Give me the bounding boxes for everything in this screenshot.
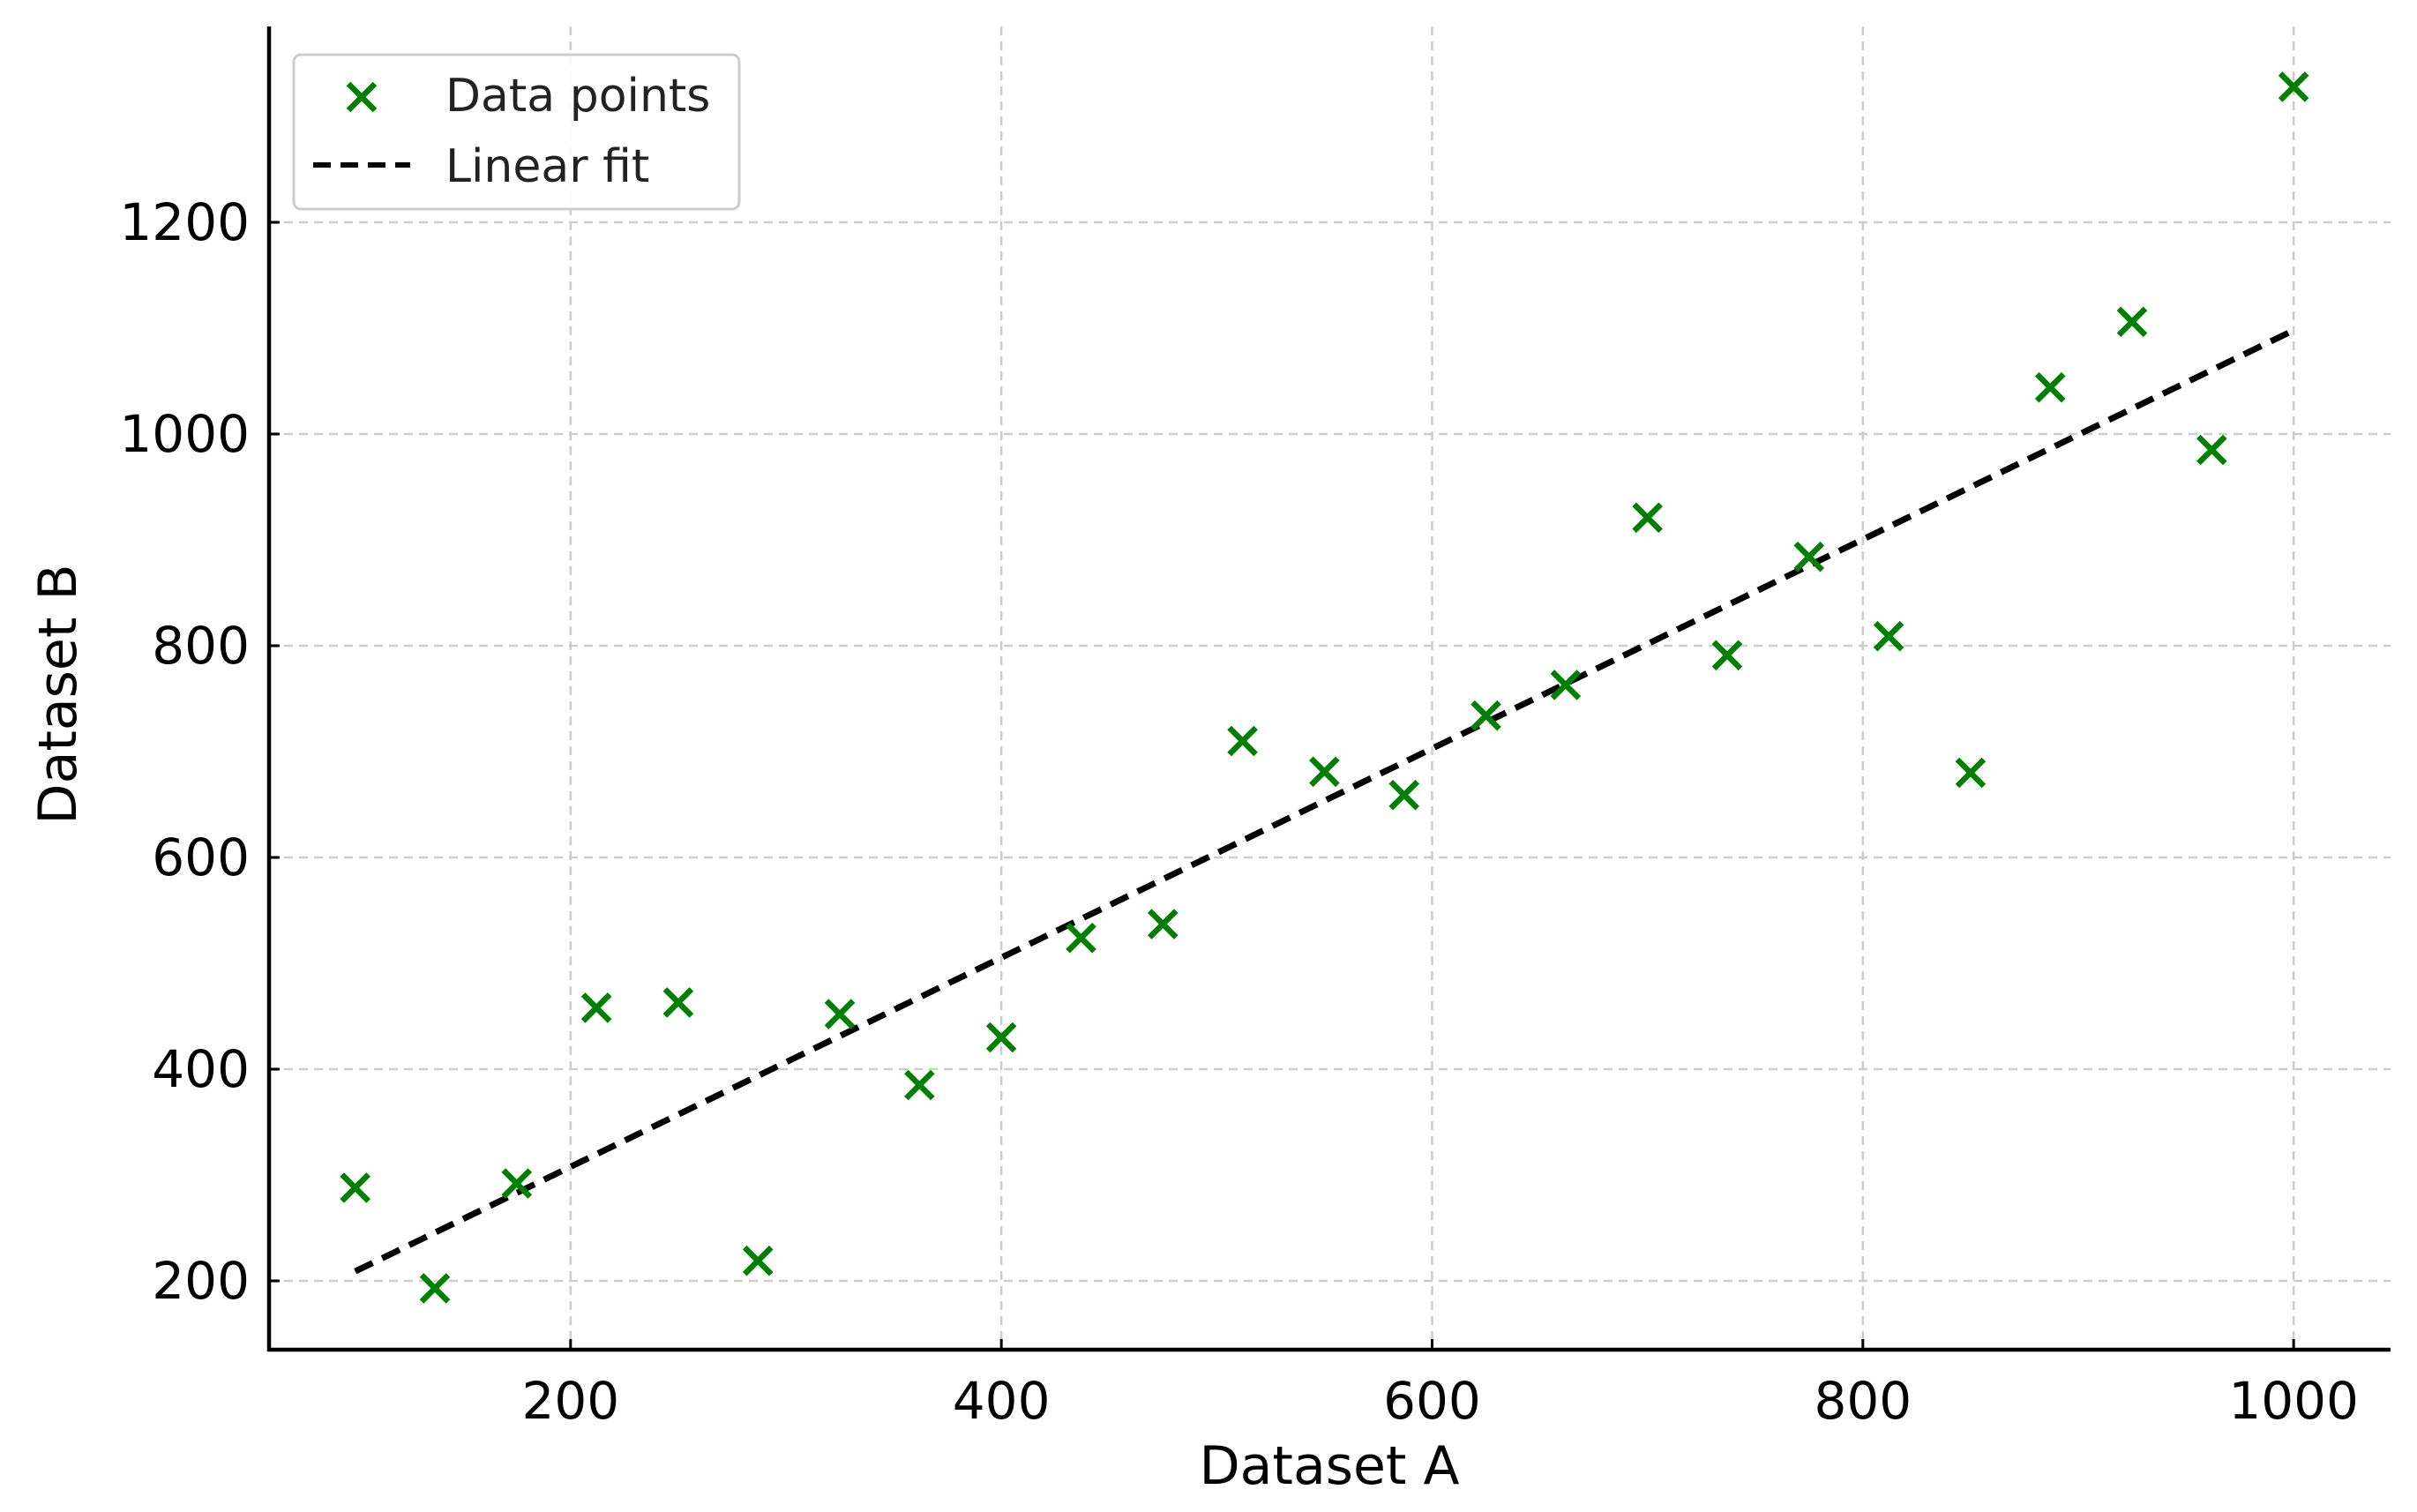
data-point (1550, 670, 1582, 700)
data-point (1147, 909, 1179, 939)
x-marker-stroke (662, 987, 694, 1018)
data-point (662, 987, 694, 1018)
data-point (2034, 371, 2066, 403)
data-point (340, 1172, 370, 1203)
data-point (2196, 434, 2227, 466)
x-marker-stroke (1955, 757, 1987, 789)
data-point (580, 992, 612, 1023)
x-marker-stroke (1632, 502, 1663, 534)
data-point (824, 999, 856, 1029)
data-point (1955, 757, 1987, 789)
x-marker-stroke (1066, 922, 1096, 954)
x-marker-stroke (1793, 541, 1825, 573)
x-marker-stroke (985, 1022, 1017, 1053)
x-marker-stroke (419, 1273, 451, 1304)
x-marker-stroke (1550, 670, 1582, 700)
tick-labels: 200 400 600 800 1000 200 400 600 800 1000 1200 (119, 192, 2359, 1431)
data-point (1470, 700, 1501, 731)
data-point (1388, 779, 1420, 811)
data-points-layer (340, 71, 2309, 1304)
axes (266, 26, 2391, 1352)
data-point (1066, 922, 1096, 954)
x-marker-stroke (1711, 640, 1743, 671)
y-axis-label: Dataset B (27, 564, 89, 824)
x-marker-stroke (1147, 909, 1179, 939)
x-marker-stroke (340, 1172, 370, 1203)
data-point (2116, 306, 2148, 338)
x-marker-stroke (2196, 434, 2227, 466)
data-point (985, 1022, 1017, 1053)
x-marker-stroke (1227, 725, 1258, 757)
y-tick-label: 1000 (119, 404, 250, 464)
x-marker-stroke (742, 1245, 774, 1276)
x-marker-stroke (1873, 620, 1904, 652)
data-point (1793, 541, 1825, 573)
y-tick-label: 200 (152, 1251, 250, 1311)
x-tick-label: 600 (1383, 1371, 1481, 1431)
x-marker-stroke (2116, 306, 2148, 338)
legend-label-linear-fit: Linear fit (445, 140, 649, 193)
x-marker-stroke (824, 999, 856, 1029)
x-marker-stroke (1388, 779, 1420, 811)
data-point (1632, 502, 1663, 534)
fit-line-layer (354, 327, 2295, 1275)
data-point (904, 1069, 935, 1101)
data-point (501, 1168, 533, 1199)
y-tick-label: 1200 (119, 192, 250, 252)
legend-box (292, 53, 741, 211)
x-marker-stroke (2034, 371, 2066, 403)
x-marker-stroke (2278, 71, 2309, 102)
data-point (2278, 71, 2309, 102)
y-tick-label: 600 (152, 827, 250, 887)
data-point (1309, 756, 1340, 788)
data-point (1227, 725, 1258, 757)
data-point (1711, 640, 1743, 671)
y-tick-label: 400 (152, 1039, 250, 1099)
legend-marker-stroke-group (346, 81, 378, 113)
legend-label-data-points: Data points (445, 70, 710, 123)
x-tick-label: 1000 (2228, 1371, 2359, 1431)
x-marker-stroke (501, 1168, 533, 1199)
legend-x-marker-icon (346, 81, 378, 113)
data-point (1873, 620, 1904, 652)
data-point (419, 1273, 451, 1304)
x-marker-stroke (1470, 700, 1501, 731)
data-point (742, 1245, 774, 1276)
x-marker-stroke (580, 992, 612, 1023)
x-axis-label: Dataset A (1199, 1435, 1459, 1497)
linear-fit-line (354, 327, 2295, 1275)
x-tick-label: 400 (953, 1371, 1051, 1431)
x-tick-label: 200 (521, 1371, 619, 1431)
x-tick-label: 800 (1814, 1371, 1912, 1431)
x-marker-stroke (904, 1069, 935, 1101)
legend: Data points Linear fit (292, 53, 741, 211)
grid-lines (269, 26, 2391, 1350)
y-tick-label: 800 (152, 616, 250, 676)
x-marker-stroke (1309, 756, 1340, 788)
x-marker-stroke (346, 81, 378, 113)
